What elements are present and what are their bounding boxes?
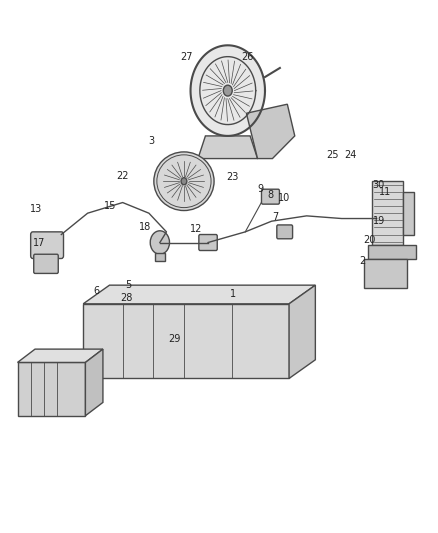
Text: 8: 8: [267, 190, 273, 200]
Polygon shape: [85, 349, 103, 416]
Bar: [364, 259, 407, 288]
Circle shape: [223, 85, 232, 96]
Polygon shape: [246, 104, 295, 159]
FancyBboxPatch shape: [34, 254, 58, 273]
Text: 13: 13: [30, 204, 42, 214]
Text: 20: 20: [364, 235, 376, 245]
Text: 7: 7: [272, 213, 278, 222]
Bar: [83, 304, 289, 378]
FancyBboxPatch shape: [261, 189, 279, 204]
Text: 10: 10: [278, 193, 290, 203]
Text: 24: 24: [344, 150, 357, 159]
Polygon shape: [198, 136, 258, 159]
Polygon shape: [18, 349, 103, 362]
Text: 3: 3: [148, 136, 154, 146]
Text: 28: 28: [120, 294, 132, 303]
Text: 25: 25: [326, 150, 338, 159]
Polygon shape: [83, 285, 315, 304]
Ellipse shape: [154, 152, 214, 211]
Circle shape: [181, 177, 187, 185]
Text: 6: 6: [93, 286, 99, 296]
Text: 27: 27: [180, 52, 193, 62]
FancyBboxPatch shape: [277, 225, 293, 239]
Text: 9: 9: [257, 184, 263, 194]
Bar: [372, 181, 403, 245]
FancyBboxPatch shape: [31, 232, 64, 259]
Polygon shape: [191, 45, 265, 136]
Polygon shape: [289, 285, 315, 378]
Text: 26: 26: [241, 52, 254, 62]
Text: 23: 23: [226, 172, 238, 182]
Text: 2: 2: [360, 256, 366, 266]
Text: 22: 22: [117, 171, 129, 181]
Text: 5: 5: [125, 280, 131, 290]
Circle shape: [150, 231, 170, 254]
Bar: [403, 192, 414, 235]
Text: 1: 1: [230, 289, 237, 299]
Bar: [155, 253, 165, 261]
Bar: [368, 245, 416, 259]
Text: 30: 30: [372, 181, 385, 190]
Text: 17: 17: [33, 238, 46, 247]
Text: 12: 12: [190, 224, 202, 234]
Text: 29: 29: [168, 334, 180, 344]
Text: 11: 11: [379, 187, 392, 197]
FancyBboxPatch shape: [199, 235, 217, 251]
Text: 18: 18: [139, 222, 152, 231]
Text: 15: 15: [104, 201, 117, 211]
Text: 19: 19: [373, 216, 385, 226]
Bar: [18, 362, 85, 416]
